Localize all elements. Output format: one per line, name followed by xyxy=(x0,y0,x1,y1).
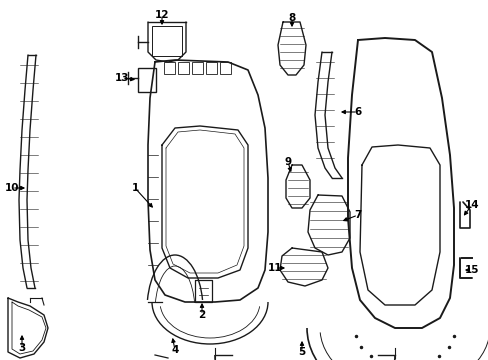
Bar xyxy=(205,62,217,74)
Text: 5: 5 xyxy=(298,347,305,357)
Text: 15: 15 xyxy=(464,265,478,275)
Text: 11: 11 xyxy=(267,263,282,273)
Text: 9: 9 xyxy=(284,157,291,167)
Text: 10: 10 xyxy=(5,183,19,193)
Text: 2: 2 xyxy=(198,310,205,320)
Text: 7: 7 xyxy=(354,210,361,220)
Text: 12: 12 xyxy=(154,10,169,20)
Text: 3: 3 xyxy=(19,343,25,353)
Text: 8: 8 xyxy=(288,13,295,23)
Text: 6: 6 xyxy=(354,107,361,117)
Bar xyxy=(138,68,156,92)
Bar xyxy=(192,62,203,74)
Bar xyxy=(163,62,175,74)
Bar xyxy=(220,62,230,74)
Bar xyxy=(178,62,189,74)
Text: 1: 1 xyxy=(131,183,138,193)
Text: 4: 4 xyxy=(171,345,178,355)
Text: 14: 14 xyxy=(464,200,478,210)
Text: 13: 13 xyxy=(115,73,129,83)
